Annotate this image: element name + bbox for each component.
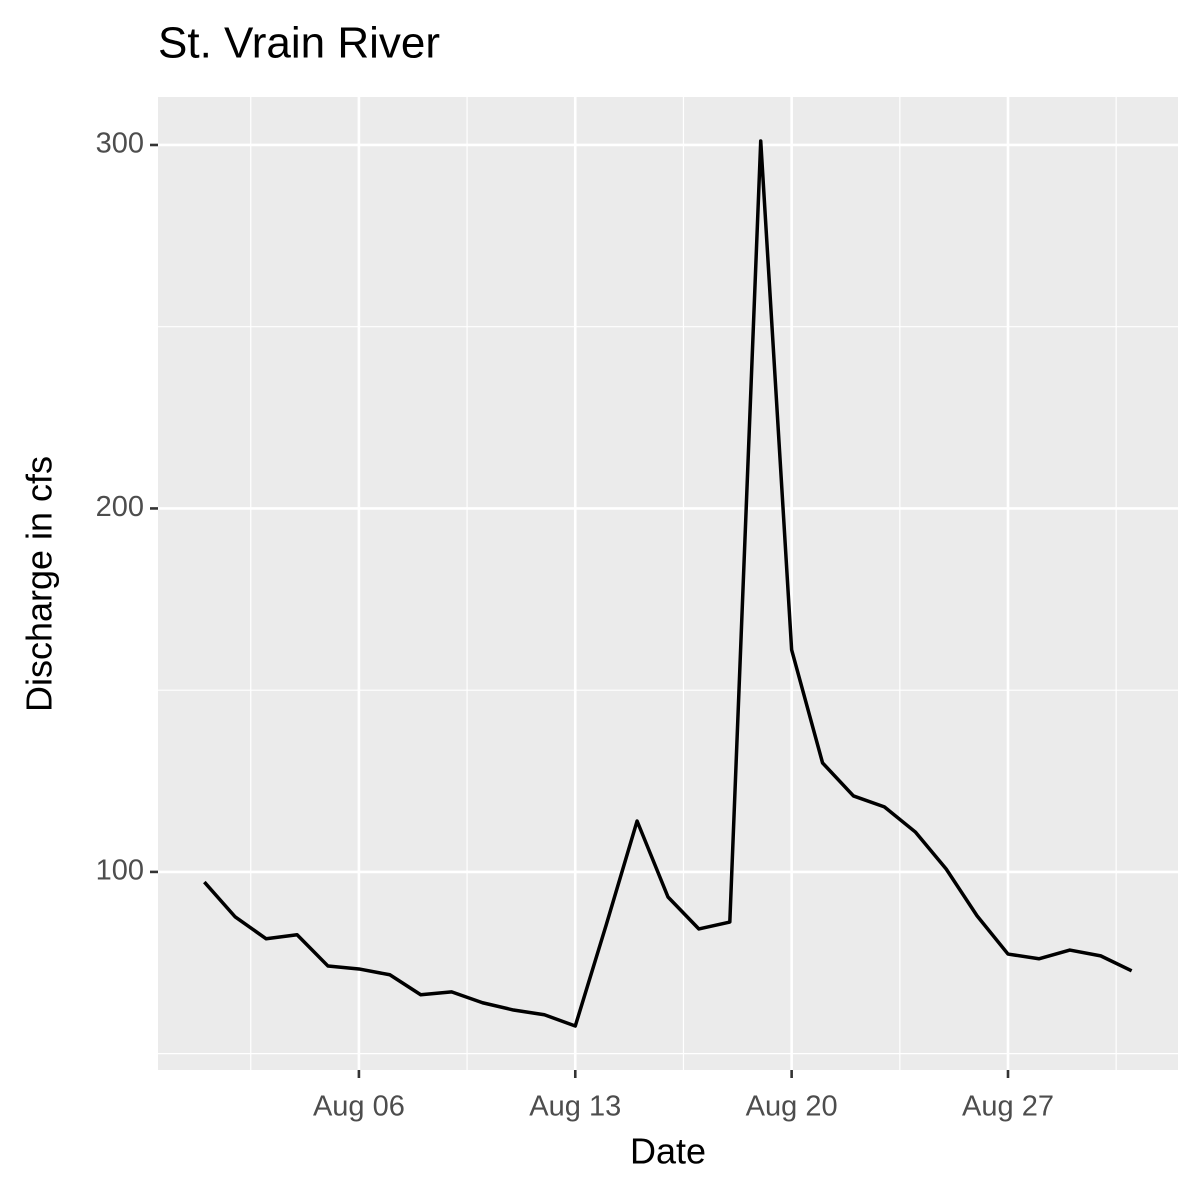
line: [203, 139, 1133, 1028]
y-axis-label: Discharge in cfs: [19, 456, 60, 712]
x-tick-label: Aug 06: [313, 1091, 405, 1123]
y-tick-label: 200: [96, 491, 144, 523]
y-tick-label: 100: [96, 855, 144, 887]
x-axis-label: Date: [630, 1131, 706, 1172]
chart-title: St. Vrain River: [158, 19, 440, 68]
x-tick-label: Aug 20: [746, 1091, 838, 1123]
x-tick-label: Aug 13: [529, 1091, 621, 1123]
x-tick-label: Aug 27: [962, 1091, 1054, 1123]
panel: [158, 97, 1178, 1070]
grid: [158, 97, 1178, 1070]
y-tick-label: 300: [96, 128, 144, 160]
